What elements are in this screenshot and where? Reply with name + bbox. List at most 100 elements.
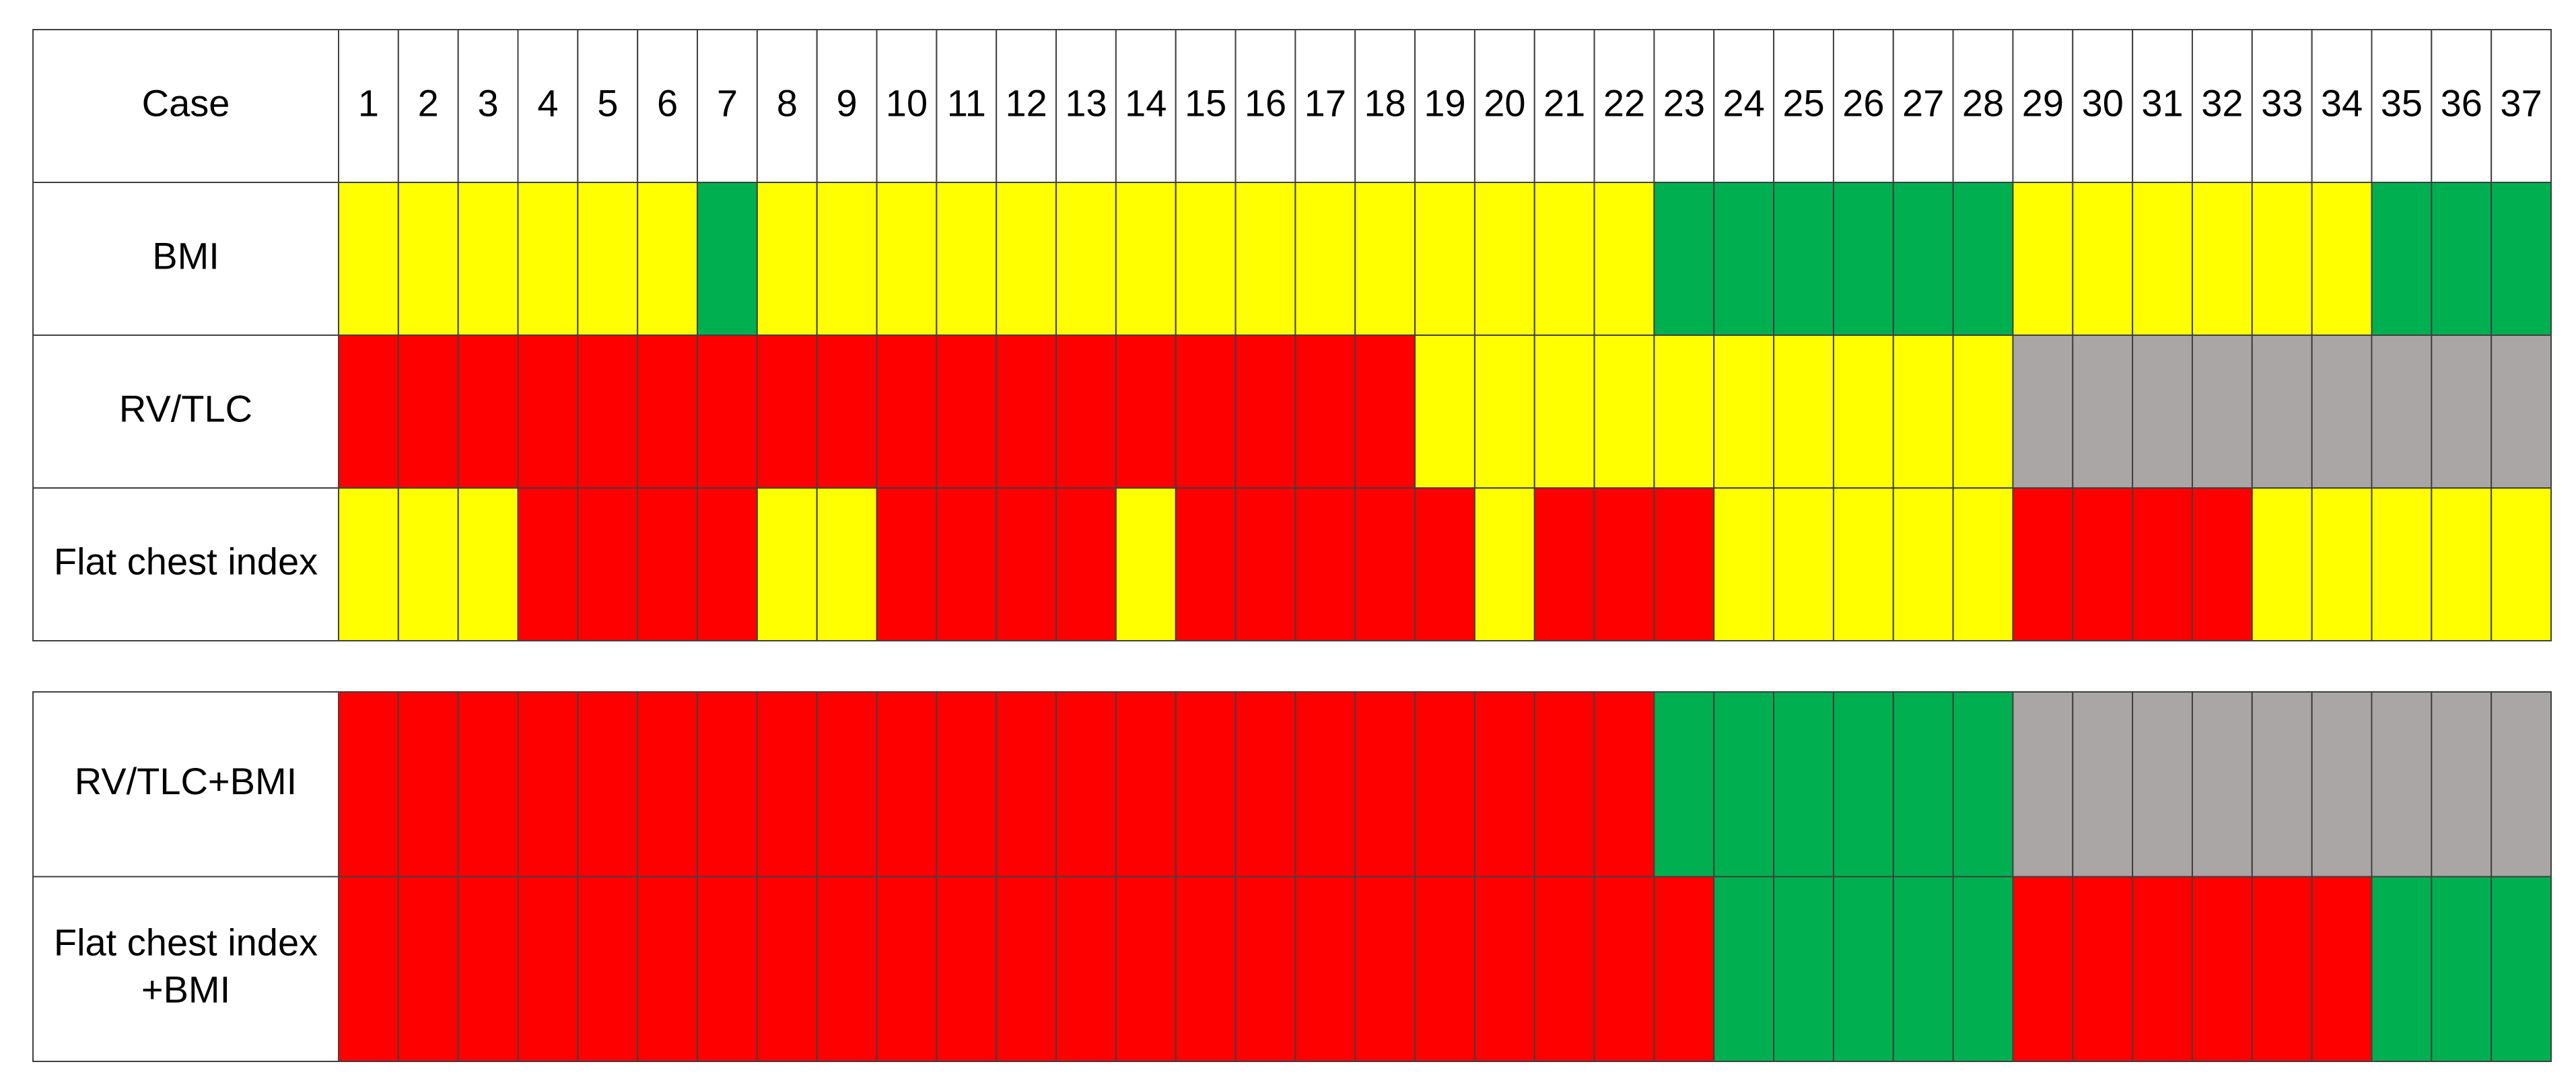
status-cell (1055, 691, 1117, 878)
header-cell (1234, 29, 1296, 183)
header-cell (936, 29, 998, 183)
status-cell (1533, 876, 1595, 1062)
status-cell (397, 691, 459, 878)
status-cell (2371, 335, 2433, 489)
status-cell (2132, 487, 2193, 641)
status-cell (1593, 182, 1655, 336)
status-cell (1234, 876, 1296, 1062)
status-cell (1713, 487, 1775, 641)
status-cell (697, 487, 758, 641)
status-cell (1175, 487, 1237, 641)
case-number: 16 (1245, 81, 1286, 124)
status-cell (1593, 335, 1655, 489)
header-cell (2371, 29, 2433, 183)
status-cell (1713, 876, 1775, 1062)
status-cell (1832, 335, 1894, 489)
status-cell (2311, 691, 2373, 878)
status-cell (1832, 691, 1894, 878)
status-cell (1952, 691, 2014, 878)
status-cell (1354, 487, 1416, 641)
status-cell (1354, 691, 1416, 878)
header-cell (338, 29, 399, 183)
status-cell (2012, 876, 2074, 1062)
status-cell (876, 182, 938, 336)
status-cell (816, 487, 878, 641)
row-label-cell (32, 335, 339, 489)
status-cell (517, 487, 579, 641)
header-cell (577, 29, 639, 183)
case-number: 7 (717, 81, 738, 124)
status-cell (697, 876, 758, 1062)
status-cell (1533, 691, 1595, 878)
status-cell (338, 876, 399, 1062)
status-cell (1473, 876, 1535, 1062)
case-number: 14 (1125, 81, 1167, 124)
status-cell (2191, 335, 2253, 489)
case-number: 25 (1782, 81, 1824, 124)
case-number: 8 (777, 81, 798, 124)
status-cell (1533, 487, 1595, 641)
case-number: 11 (947, 81, 986, 124)
status-cell (2191, 876, 2253, 1062)
status-cell (876, 335, 938, 489)
status-cell (1055, 182, 1117, 336)
case-number: 13 (1065, 81, 1107, 124)
status-cell (697, 691, 758, 878)
status-cell (2371, 691, 2433, 878)
status-cell (1055, 335, 1117, 489)
status-cell (2132, 876, 2193, 1062)
status-cell (2072, 182, 2134, 336)
row-label: Flat chest index (54, 540, 318, 582)
row-label-cell (32, 691, 339, 878)
status-cell (2491, 876, 2552, 1062)
case-number: 22 (1603, 81, 1645, 124)
status-cell (1832, 487, 1894, 641)
status-cell (2191, 691, 2253, 878)
status-cell (2431, 876, 2493, 1062)
status-cell (1952, 487, 2014, 641)
status-cell (2251, 182, 2313, 336)
header-label: Case (142, 81, 230, 124)
status-cell (2072, 335, 2134, 489)
status-cell (338, 335, 399, 489)
status-cell (517, 691, 579, 878)
status-cell (2191, 487, 2253, 641)
case-number: 26 (1842, 81, 1884, 124)
header-cell (697, 29, 758, 183)
status-cell (637, 487, 699, 641)
header-cell (1593, 29, 1655, 183)
status-cell (1175, 335, 1237, 489)
case-number: 37 (2500, 81, 2542, 124)
status-cell (338, 182, 399, 336)
status-cell (1055, 487, 1117, 641)
status-cell (637, 876, 699, 1062)
case-number: 18 (1364, 81, 1406, 124)
status-cell (1892, 691, 1954, 878)
status-cell (1952, 876, 2014, 1062)
status-cell (397, 487, 459, 641)
case-number: 23 (1663, 81, 1705, 124)
case-number: 5 (597, 81, 618, 124)
status-cell (816, 335, 878, 489)
row-label: RV/TLC+BMI (75, 760, 297, 802)
status-cell (1773, 691, 1834, 878)
status-cell (1713, 182, 1775, 336)
status-cell (457, 691, 519, 878)
status-cell (2072, 876, 2134, 1062)
case-number: 32 (2201, 81, 2243, 124)
status-cell (1294, 335, 1356, 489)
status-cell (1892, 182, 1954, 336)
header-cell (1175, 29, 1237, 183)
header-cell (2072, 29, 2134, 183)
status-cell (756, 487, 818, 641)
header-cell (1414, 29, 1475, 183)
status-cell (876, 876, 938, 1062)
status-cell (1294, 876, 1356, 1062)
row-label-cell (32, 182, 339, 336)
status-cell (1653, 876, 1715, 1062)
status-cell (577, 876, 639, 1062)
case-number: 21 (1543, 81, 1585, 124)
status-cell (1832, 182, 1894, 336)
status-cell (457, 487, 519, 641)
